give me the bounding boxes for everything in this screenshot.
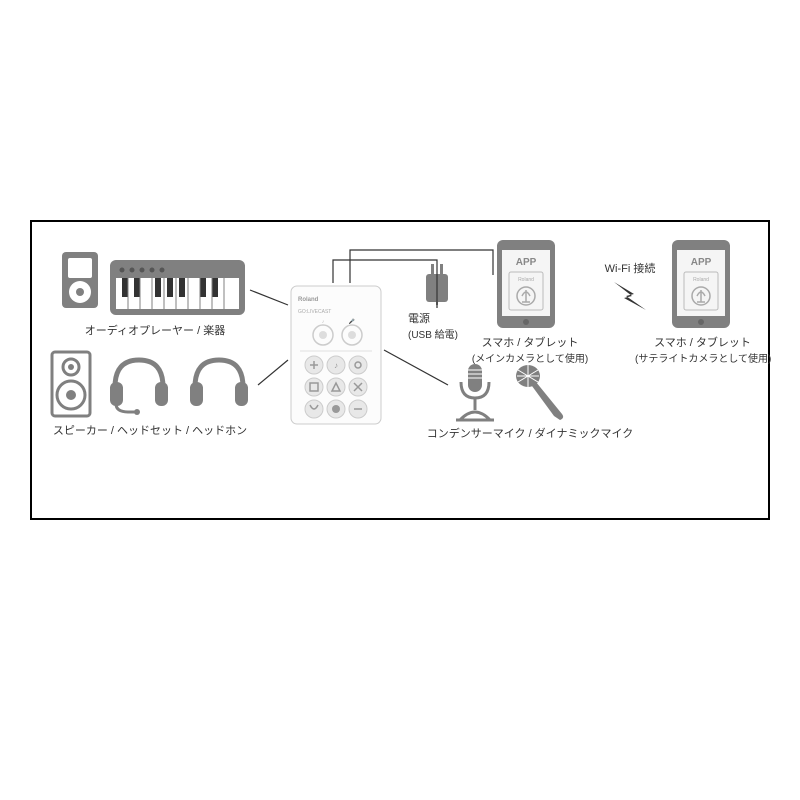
power-text: 電源	[408, 313, 430, 325]
power-label: 電源 (USB 給電)	[408, 310, 478, 341]
mics-label: コンデンサーマイク / ダイナミックマイク	[420, 425, 640, 441]
wifi-label: Wi-Fi 接続	[590, 260, 670, 276]
keyboard-icon	[110, 260, 245, 315]
power-adapter-icon	[420, 262, 454, 308]
svg-text:🎤: 🎤	[349, 318, 356, 325]
svg-text:Roland: Roland	[298, 297, 319, 303]
phone-satellite-icon: APP Roland	[670, 238, 732, 330]
power-sub-text: (USB 給電)	[408, 330, 458, 341]
svg-text:GO:LIVECAST: GO:LIVECAST	[298, 309, 331, 315]
phone-sat-sub-text: (サテライトカメラとして使用)	[635, 354, 771, 365]
svg-text:♪: ♪	[334, 361, 338, 370]
dynamic-mic-icon	[510, 360, 570, 424]
phone-main-text: スマホ / タブレット	[482, 337, 579, 349]
speaker-icon	[50, 350, 92, 418]
phone-sat-label: スマホ / タブレット (サテライトカメラとして使用)	[635, 334, 770, 365]
speaker-headset-label: スピーカー / ヘッドセット / ヘッドホン	[40, 422, 260, 438]
svg-text:APP: APP	[691, 257, 712, 268]
svg-text:APP: APP	[516, 257, 537, 268]
condenser-mic-icon	[450, 360, 500, 424]
phone-main-icon: APP Roland	[495, 238, 557, 330]
central-device: Roland GO:LIVECAST ♪ 🎤 ♪	[290, 285, 382, 425]
phone-sat-text: スマホ / タブレット	[654, 337, 751, 349]
mp3-player-icon	[60, 250, 100, 310]
svg-text:Roland: Roland	[693, 277, 709, 283]
svg-text:Roland: Roland	[518, 277, 534, 283]
wifi-bolt-icon	[608, 278, 652, 314]
audio-player-label: オーディオプレーヤー / 楽器	[60, 322, 250, 338]
headset-icon	[105, 352, 173, 416]
headphones-icon	[185, 352, 253, 412]
